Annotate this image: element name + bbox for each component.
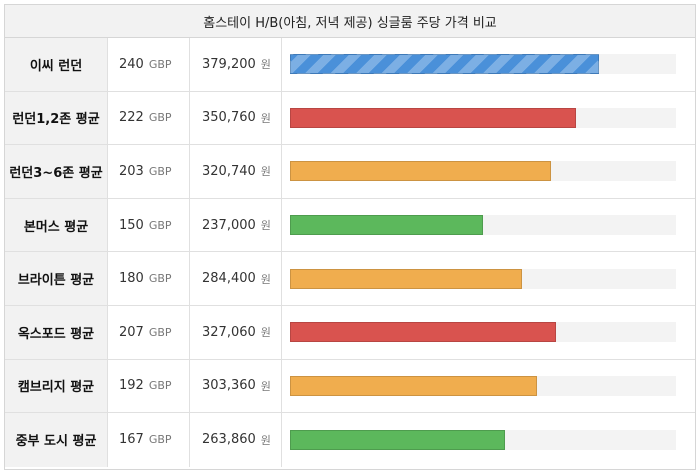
gbp-price-cell: 192 GBP [108, 359, 190, 413]
gbp-price-value: 180 [119, 271, 144, 287]
gbp-price-value: 222 [119, 110, 144, 126]
gbp-price-value: 150 [119, 217, 144, 233]
krw-unit: 원 [260, 165, 271, 179]
price-bar [290, 107, 576, 128]
table-body: 이씨 런던 240 GBP 379,200 원 런던1,2존 평균 222 GBP 3… [5, 38, 695, 467]
gbp-price-value: 167 [119, 432, 144, 448]
bar-track [290, 429, 676, 450]
table-row: 옥스포드 평균 207 GBP 327,060 원 [5, 305, 695, 360]
table-row: 이씨 런던 240 GBP 379,200 원 [5, 38, 695, 92]
price-bar [290, 161, 552, 182]
gbp-unit: GBP [148, 111, 172, 125]
krw-price-value: 237,000 [202, 217, 256, 233]
gbp-price-cell: 203 GBP [108, 145, 190, 198]
bar-cell [282, 38, 695, 91]
krw-unit: 원 [260, 58, 271, 72]
row-name: 중부 도시 평균 [5, 413, 108, 467]
krw-price-value: 379,200 [202, 56, 256, 72]
krw-price-cell: 327,060 원 [190, 305, 282, 359]
gbp-unit: GBP [148, 218, 172, 232]
table-title: 홈스테이 H/B(아침, 저녁 제공) 싱글룸 주당 가격 비교 [5, 5, 695, 38]
gbp-price-cell: 150 GBP [108, 198, 190, 252]
krw-price-cell: 303,360 원 [190, 359, 282, 413]
price-bar [290, 322, 557, 343]
krw-unit: 원 [260, 219, 271, 233]
row-name: 옥스포드 평균 [5, 305, 108, 359]
krw-price-cell: 284,400 원 [190, 252, 282, 305]
row-name: 본머스 평균 [5, 198, 108, 252]
bar-cell [282, 199, 695, 252]
price-bar [290, 268, 522, 289]
krw-price-value: 320,740 [202, 163, 256, 179]
krw-price-cell: 379,200 원 [190, 38, 282, 91]
krw-price-cell: 350,760 원 [190, 91, 282, 145]
bar-track [290, 54, 676, 75]
bar-track [290, 322, 676, 343]
gbp-price-value: 203 [119, 163, 144, 179]
bar-cell [282, 252, 695, 305]
row-name: 런던1,2존 평균 [5, 91, 108, 145]
bar-track [290, 215, 676, 236]
bar-cell [282, 413, 695, 467]
krw-unit: 원 [260, 326, 271, 340]
bar-track [290, 268, 676, 289]
bar-cell [282, 360, 695, 413]
krw-price-cell: 237,000 원 [190, 198, 282, 252]
bar-cell [282, 306, 695, 359]
bar-cell [282, 145, 695, 198]
krw-unit: 원 [260, 379, 271, 393]
table-row: 중부 도시 평균 167 GBP 263,860 원 [5, 413, 695, 467]
price-bar [290, 215, 483, 236]
gbp-unit: GBP [148, 57, 172, 71]
bar-track [290, 107, 676, 128]
krw-price-value: 284,400 [202, 271, 256, 287]
table-row: 런던1,2존 평균 222 GBP 350,760 원 [5, 91, 695, 146]
gbp-price-value: 240 [119, 56, 144, 72]
table-row: 브라이튼 평균 180 GBP 284,400 원 [5, 252, 695, 306]
krw-unit: 원 [260, 272, 271, 286]
gbp-unit: GBP [148, 272, 172, 286]
gbp-unit: GBP [148, 164, 172, 178]
gbp-unit: GBP [148, 325, 172, 339]
price-comparison-table: 홈스테이 H/B(아침, 저녁 제공) 싱글룸 주당 가격 비교 이씨 런던 2… [4, 4, 696, 470]
krw-price-cell: 320,740 원 [190, 145, 282, 198]
gbp-price-cell: 222 GBP [108, 91, 190, 145]
price-bar [290, 429, 505, 450]
gbp-price-value: 207 [119, 324, 144, 340]
krw-price-value: 327,060 [202, 324, 256, 340]
table-row: 런던3~6존 평균 203 GBP 320,740 원 [5, 145, 695, 199]
price-bar [290, 375, 538, 396]
table-row: 캠브리지 평균 192 GBP 303,360 원 [5, 359, 695, 414]
gbp-unit: GBP [148, 433, 172, 447]
table-row: 본머스 평균 150 GBP 237,000 원 [5, 198, 695, 253]
krw-price-cell: 263,860 원 [190, 413, 282, 467]
krw-unit: 원 [260, 111, 271, 125]
row-name: 런던3~6존 평균 [5, 145, 108, 198]
gbp-price-cell: 180 GBP [108, 252, 190, 305]
bar-track [290, 161, 676, 182]
krw-unit: 원 [260, 433, 271, 447]
krw-price-value: 263,860 [202, 432, 256, 448]
gbp-unit: GBP [148, 379, 172, 393]
gbp-price-cell: 207 GBP [108, 305, 190, 359]
bar-track [290, 375, 676, 396]
row-name: 브라이튼 평균 [5, 252, 108, 305]
gbp-price-cell: 240 GBP [108, 38, 190, 91]
row-name: 캠브리지 평균 [5, 359, 108, 413]
gbp-price-cell: 167 GBP [108, 413, 190, 467]
bar-cell [282, 92, 695, 145]
row-name: 이씨 런던 [5, 38, 108, 91]
gbp-price-value: 192 [119, 378, 144, 394]
price-bar [290, 54, 599, 75]
krw-price-value: 303,360 [202, 378, 256, 394]
krw-price-value: 350,760 [202, 110, 256, 126]
